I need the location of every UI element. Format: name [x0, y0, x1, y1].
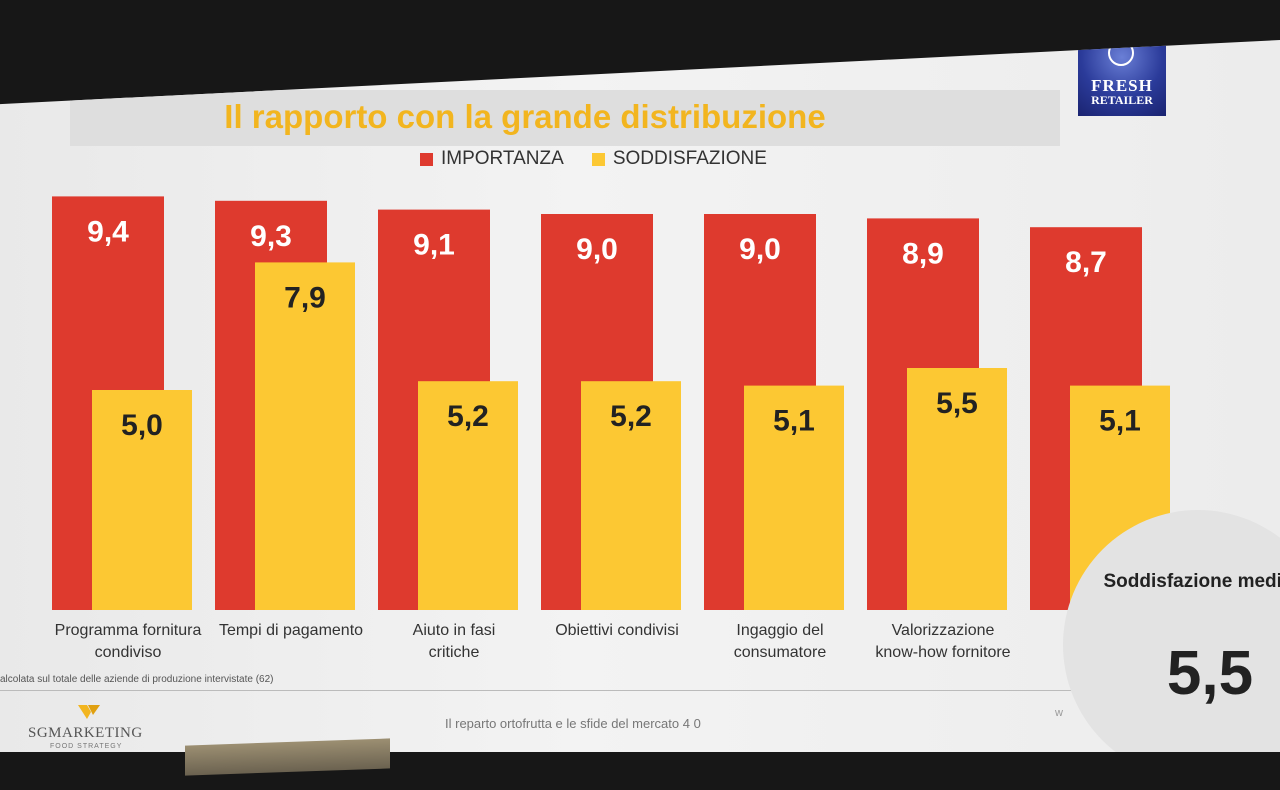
brand-sub: FOOD STRATEGY: [50, 743, 123, 750]
footer-text: Il reparto ortofrutta e le sfide del mer…: [445, 716, 701, 731]
category-label-3: Obiettivi condivisi: [555, 622, 679, 639]
legend-label-importanza: IMPORTANZA: [441, 148, 564, 169]
label-soddisfazione-1: 7,9: [284, 281, 326, 314]
logo-line1: FRESH: [1091, 76, 1153, 95]
label-importanza-3: 9,0: [576, 233, 618, 266]
category-label-2: Aiuto in fasi critiche: [413, 622, 496, 661]
divider-line: [0, 690, 1080, 691]
category-label-5: Valorizzazione know-how fornitore: [875, 622, 1010, 661]
footnote: alcolata sul totale delle aziende di pro…: [0, 674, 274, 685]
label-soddisfazione-2: 5,2: [447, 400, 489, 433]
projection-screen: Il rapporto con la grande distribuzione …: [0, 40, 1280, 752]
brand-name: SGMARKETING: [28, 725, 143, 741]
sgmarketing-logo: SGMARKETING FOOD STRATEGY: [28, 705, 158, 752]
label-soddisfazione-5: 5,5: [936, 387, 978, 420]
label-importanza-4: 9,0: [739, 233, 781, 266]
legend-label-soddisfazione: SODDISFAZIONE: [612, 148, 767, 169]
bar-soddisfazione-3: [581, 381, 681, 610]
fresh-retailer-logo: FRESH RETAILER: [1078, 40, 1166, 116]
category-label-1: Tempi di pagamento: [219, 622, 363, 639]
average-value: 5,5: [1166, 639, 1254, 708]
bar-soddisfazione-5: [907, 368, 1007, 610]
bar-soddisfazione-0: [92, 390, 192, 610]
legend-swatch-importanza: [420, 152, 433, 166]
sgmarketing-mark-icon: [78, 705, 100, 719]
label-soddisfazione-4: 5,1: [773, 405, 815, 438]
legend-swatch-soddisfazione: [591, 152, 605, 166]
website-fragment: w: [1055, 707, 1063, 719]
label-importanza-6: 8,7: [1065, 246, 1107, 279]
title-bar: Il rapporto con la grande distribuzione: [70, 90, 1060, 146]
label-importanza-0: 9,4: [87, 215, 129, 248]
category-label-4: Ingaggio del consumatore: [734, 622, 827, 661]
legend-item-soddisfazione: SODDISFAZIONE: [591, 148, 767, 170]
logo-line2: RETAILER: [1091, 93, 1153, 107]
label-soddisfazione-6: 5,1: [1099, 405, 1141, 438]
average-label: Soddisfazione media: [1103, 571, 1280, 592]
chart-legend: IMPORTANZA SODDISFAZIONE: [420, 148, 767, 170]
slide-title: Il rapporto con la grande distribuzione: [224, 98, 826, 135]
bar-soddisfazione-4: [744, 385, 844, 610]
projector-stand: [185, 738, 390, 776]
bar-soddisfazione-2: [418, 381, 518, 610]
label-importanza-5: 8,9: [902, 237, 944, 270]
label-importanza-2: 9,1: [413, 229, 455, 262]
label-soddisfazione-3: 5,2: [610, 400, 652, 433]
bar-soddisfazione-1: [255, 262, 355, 610]
category-label-0: Programma fornitura condiviso: [55, 622, 202, 661]
label-importanza-1: 9,3: [250, 220, 292, 253]
label-soddisfazione-0: 5,0: [121, 409, 163, 442]
legend-item-importanza: IMPORTANZA: [420, 148, 564, 170]
